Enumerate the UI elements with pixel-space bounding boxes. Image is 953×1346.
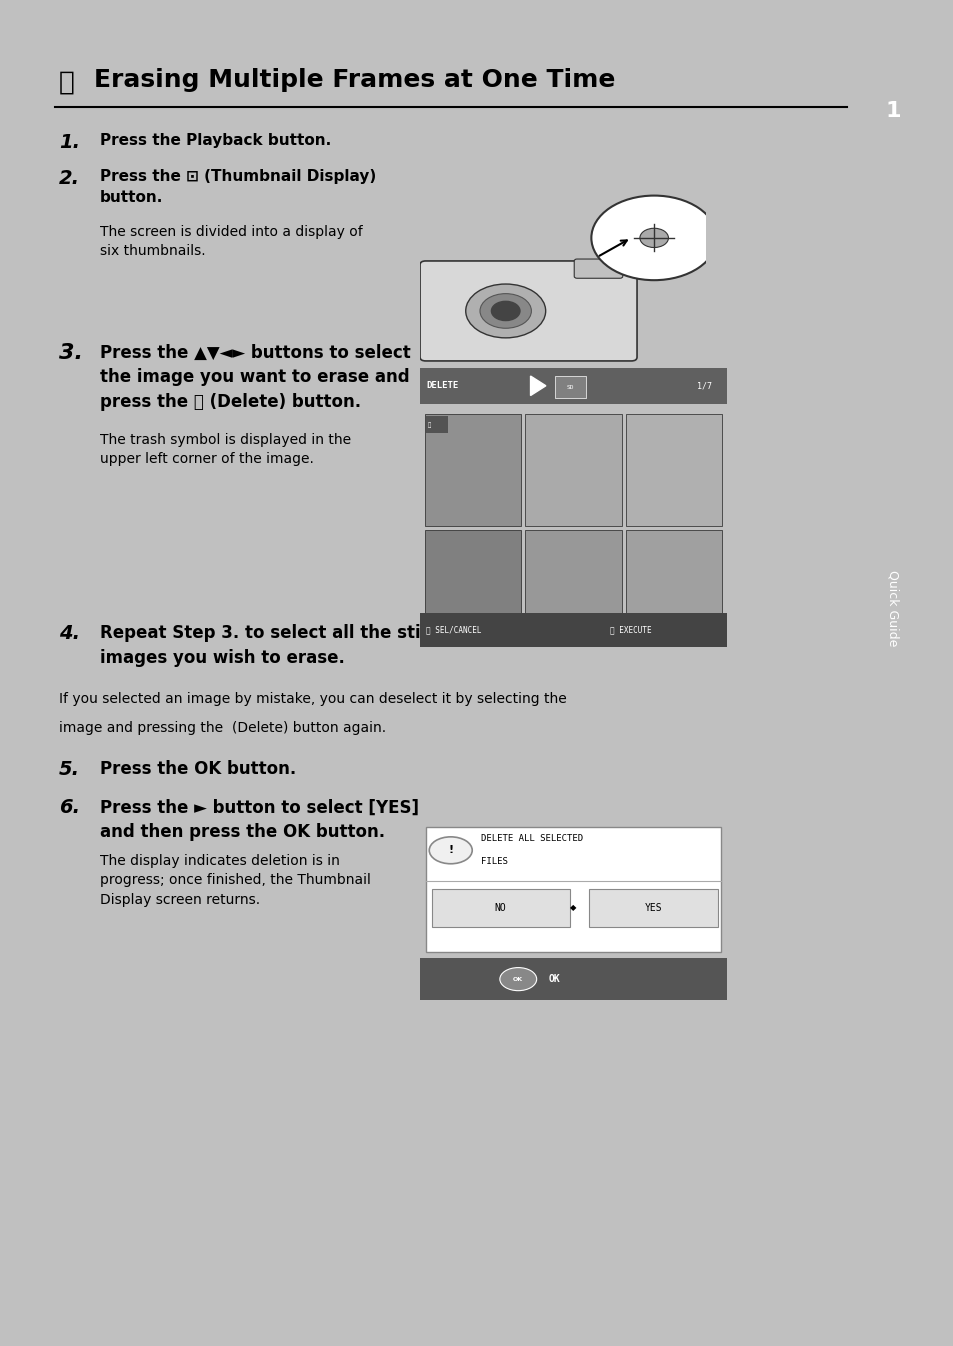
Polygon shape bbox=[530, 376, 545, 396]
Text: !: ! bbox=[448, 845, 453, 855]
Text: FILES: FILES bbox=[481, 857, 508, 867]
Bar bbox=[426, 416, 447, 433]
Text: 6.: 6. bbox=[59, 798, 80, 817]
Text: image and pressing the  (Delete) button again.: image and pressing the (Delete) button a… bbox=[59, 721, 386, 735]
Text: Quick Guide: Quick Guide bbox=[885, 571, 899, 646]
Bar bbox=[588, 888, 717, 927]
Text: Press the ▲▼◄► buttons to select
the image you want to erase and
press the ⓓ (De: Press the ▲▼◄► buttons to select the ima… bbox=[100, 343, 411, 412]
Text: 4.: 4. bbox=[59, 625, 80, 643]
FancyBboxPatch shape bbox=[419, 261, 637, 361]
Bar bbox=[432, 888, 570, 927]
Text: The display indicates deletion is in
progress; once finished, the Thumbnail
Disp: The display indicates deletion is in pro… bbox=[100, 853, 371, 907]
Bar bbox=[625, 413, 721, 526]
Text: The trash symbol is displayed in the
upper left corner of the image.: The trash symbol is displayed in the upp… bbox=[100, 432, 351, 466]
Bar bbox=[625, 530, 721, 642]
Text: Press the Playback button.: Press the Playback button. bbox=[100, 133, 331, 148]
Bar bbox=[426, 828, 720, 952]
Text: Press the ► button to select [YES]
and then press the OK button.: Press the ► button to select [YES] and t… bbox=[100, 798, 418, 841]
Text: SD: SD bbox=[566, 385, 574, 390]
Text: 3.: 3. bbox=[59, 343, 83, 363]
Circle shape bbox=[591, 195, 717, 280]
Text: Repeat Step 3. to select all the still
images you wish to erase.: Repeat Step 3. to select all the still i… bbox=[100, 625, 432, 666]
Bar bbox=[419, 367, 726, 404]
Text: OK: OK bbox=[513, 977, 523, 981]
Bar bbox=[419, 958, 726, 1000]
Circle shape bbox=[491, 302, 519, 320]
Text: ⓓ SEL/CANCEL: ⓓ SEL/CANCEL bbox=[426, 626, 481, 634]
Circle shape bbox=[465, 284, 545, 338]
Bar bbox=[555, 376, 585, 398]
Text: ⓓ: ⓓ bbox=[59, 70, 74, 96]
Text: ⓓ: ⓓ bbox=[427, 423, 431, 428]
Circle shape bbox=[499, 968, 537, 991]
Text: YES: YES bbox=[644, 903, 661, 913]
Bar bbox=[424, 530, 520, 642]
Text: ◆: ◆ bbox=[570, 903, 577, 913]
Text: 5.: 5. bbox=[59, 759, 80, 778]
Text: 2.: 2. bbox=[59, 170, 80, 188]
Text: 1.: 1. bbox=[59, 133, 80, 152]
Text: ⓞ EXECUTE: ⓞ EXECUTE bbox=[610, 626, 651, 634]
Bar bbox=[525, 413, 621, 526]
Circle shape bbox=[639, 229, 668, 248]
Text: NO: NO bbox=[494, 903, 505, 913]
Bar bbox=[419, 614, 726, 646]
Text: The screen is divided into a display of
six thumbnails.: The screen is divided into a display of … bbox=[100, 225, 362, 258]
Circle shape bbox=[429, 837, 472, 864]
Text: DELETE: DELETE bbox=[426, 381, 458, 390]
Circle shape bbox=[479, 293, 531, 328]
Text: Press the OK button.: Press the OK button. bbox=[100, 759, 296, 778]
Text: 1/7: 1/7 bbox=[696, 381, 711, 390]
Text: OK: OK bbox=[548, 975, 560, 984]
Bar bbox=[525, 530, 621, 642]
Bar bbox=[424, 413, 520, 526]
Text: Press the ⊡ (Thumbnail Display)
button.: Press the ⊡ (Thumbnail Display) button. bbox=[100, 170, 375, 205]
Text: DELETE ALL SELECTED: DELETE ALL SELECTED bbox=[481, 835, 583, 843]
FancyBboxPatch shape bbox=[574, 258, 622, 279]
Text: Erasing Multiple Frames at One Time: Erasing Multiple Frames at One Time bbox=[94, 69, 615, 93]
Text: If you selected an image by mistake, you can deselect it by selecting the: If you selected an image by mistake, you… bbox=[59, 692, 566, 707]
Text: 1: 1 bbox=[884, 101, 900, 121]
